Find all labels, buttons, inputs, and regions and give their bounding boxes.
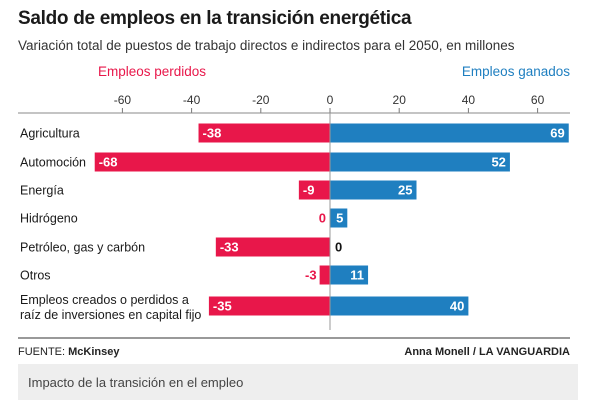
bar-gained xyxy=(330,296,469,316)
bar-label-gained: 69 xyxy=(550,126,564,141)
bar-label-gained: 0 xyxy=(335,240,342,255)
category-label: Agricultura xyxy=(20,127,80,141)
credit: Anna Monell / LA VANGUARDIA xyxy=(404,346,570,358)
x-tick-label: 60 xyxy=(531,93,545,107)
source-name: McKinsey xyxy=(68,346,120,358)
chart-subtitle: Variación total de puestos de trabajo di… xyxy=(18,38,515,53)
bar-label-gained: 5 xyxy=(336,211,343,226)
bar-gained xyxy=(330,180,417,200)
bar-label-lost: -9 xyxy=(303,183,315,198)
bar-lost xyxy=(198,123,330,143)
category-label: Energía xyxy=(20,184,64,198)
bar-lost xyxy=(215,237,330,257)
x-tick-label: 20 xyxy=(393,93,407,107)
x-tick-label: -60 xyxy=(114,93,132,107)
x-tick-label: -20 xyxy=(252,93,270,107)
image-caption: Impacto de la transición en el empleo xyxy=(18,364,578,400)
bar-lost xyxy=(94,152,330,172)
bar-label-lost: -35 xyxy=(213,299,232,314)
category-label: Automoción xyxy=(20,156,86,170)
source-note: FUENTE: McKinsey xyxy=(18,346,119,358)
bar-gained xyxy=(330,208,348,228)
bar-label-gained: 40 xyxy=(450,299,464,314)
x-tick-label: 40 xyxy=(462,93,476,107)
bar-lost xyxy=(298,180,330,200)
bar-gained xyxy=(330,265,369,285)
bar-gained xyxy=(330,152,510,172)
bar-label-lost: -68 xyxy=(99,155,118,170)
bar-lost xyxy=(319,265,330,285)
bar-label-lost: -38 xyxy=(203,126,222,141)
source-label: FUENTE: xyxy=(18,346,66,358)
category-label: Empleos creados o perdidos a xyxy=(20,293,189,307)
chart-title: Saldo de empleos en la transición energé… xyxy=(18,8,412,29)
category-label: Petróleo, gas y carbón xyxy=(20,241,145,255)
bar-gained xyxy=(330,123,569,143)
bar-label-lost: -33 xyxy=(220,240,239,255)
bar-label-gained: 25 xyxy=(398,183,412,198)
bar-lost xyxy=(208,296,330,316)
category-label: raíz de inversiones en capital fijo xyxy=(20,308,201,322)
legend-lost: Empleos perdidos xyxy=(98,64,207,79)
bar-label-lost: -3 xyxy=(305,268,317,283)
category-label: Hidrógeno xyxy=(20,212,78,226)
x-tick-label: -40 xyxy=(183,93,201,107)
bar-chart: -60 -40 -20 0 20 40 60 Agricultura -38 69 Automoci… xyxy=(18,93,570,339)
bar-label-gained: 52 xyxy=(491,155,505,170)
category-label: Otros xyxy=(20,269,51,283)
bar-label-gained: 11 xyxy=(350,268,364,283)
legend-gained: Empleos ganados xyxy=(461,64,570,79)
x-tick-label: 0 xyxy=(327,93,334,107)
bar-label-lost: 0 xyxy=(319,211,326,226)
